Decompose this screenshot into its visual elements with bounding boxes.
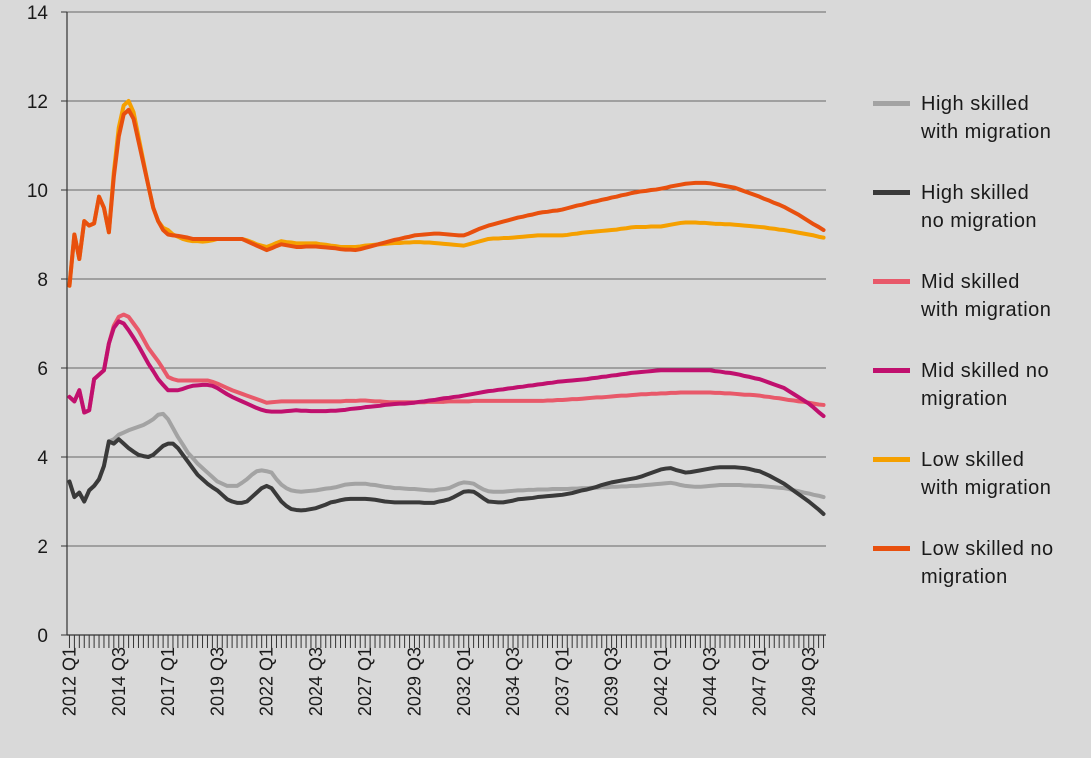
x-tick-label: 2029 Q3: [404, 647, 424, 716]
y-tick-label: 14: [27, 3, 49, 24]
legend-label: Low skilled no migration: [921, 538, 1054, 588]
legend-swatch: [873, 101, 910, 106]
series-line: [67, 107, 826, 288]
chart: 0 2 4 6 8 10 12 14 2012 Q1 2014 Q3 2017 Q1 2019 Q3 2…: [27, 3, 826, 716]
x-tick-label: 2034 Q3: [503, 647, 523, 716]
series-line: [67, 411, 826, 504]
x-tick-label: 2024 Q3: [306, 647, 326, 716]
y-tick-label: 12: [27, 92, 48, 113]
x-tick-label: 2037 Q1: [552, 647, 572, 716]
y-tick-label: 10: [27, 181, 48, 202]
x-tick-label: 2017 Q1: [158, 647, 178, 716]
x-tick-label: 2014 Q3: [109, 647, 129, 716]
legend-label: High skilled no migration: [921, 182, 1038, 232]
x-tick-label: 2027 Q1: [355, 647, 375, 716]
x-tick-label: 2044 Q3: [700, 647, 720, 716]
y-tick-label: 4: [37, 448, 48, 469]
x-tick-label: 2039 Q3: [602, 647, 622, 716]
series-line: [67, 312, 826, 415]
legend-swatch: [873, 190, 910, 195]
x-tick-label: 2049 Q3: [799, 647, 819, 716]
legend-swatch: [873, 368, 910, 373]
x-tick-label: 2019 Q3: [207, 647, 227, 716]
x-tick-label: 2047 Q1: [749, 647, 769, 716]
y-tick-label: 8: [37, 270, 48, 291]
legend-swatch: [873, 279, 910, 284]
legend-label: Mid skilled with migration: [921, 271, 1052, 321]
y-tick-label: 6: [37, 359, 48, 380]
x-tick-label: 2022 Q1: [257, 647, 277, 716]
legend-swatch: [873, 457, 910, 462]
y-tick-label: 0: [37, 626, 48, 647]
legend-label: Low skilled with migration: [921, 449, 1052, 499]
y-tick-label: 2: [37, 537, 48, 558]
x-tick-label: 2042 Q1: [651, 647, 671, 716]
legend-swatch: [873, 546, 910, 551]
series-line: [67, 319, 826, 419]
legend-label: High skilled with migration: [921, 93, 1052, 143]
series-line: [67, 437, 826, 516]
x-tick-label: 2012 Q1: [59, 647, 79, 716]
series-line: [67, 99, 826, 288]
x-tick-label: 2032 Q1: [454, 647, 474, 716]
legend-label: Mid skilled no migration: [921, 360, 1050, 410]
